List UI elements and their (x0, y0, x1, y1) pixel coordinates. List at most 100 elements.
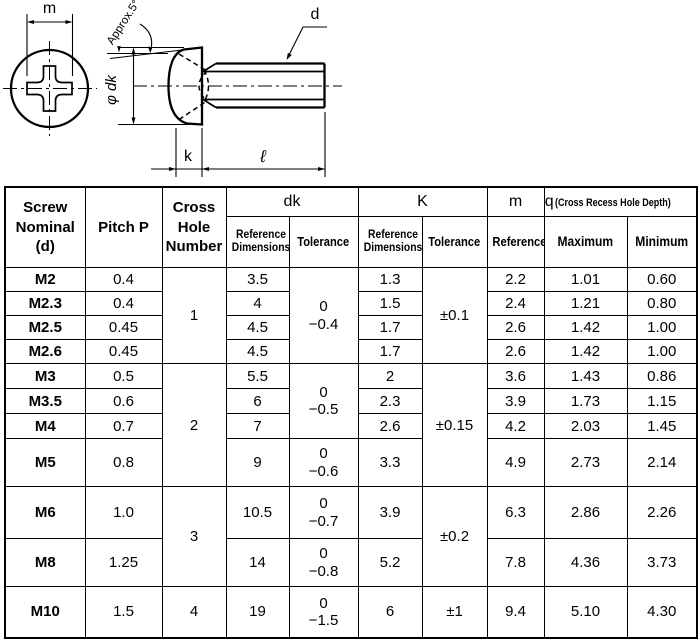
header-cross-hole-number: Cross Hole Number (161, 186, 227, 268)
table-row: M2.6 0.45 4.5 1.7 2.6 1.42 1.00 (4, 339, 698, 364)
table-row: M3 0.5 2 5.5 0 −0.5 2 ±0.15 3.6 1.43 0.86 (4, 363, 698, 487)
header-dk-group: dk (225, 186, 359, 217)
cell-screw-name: M3.5 (4, 388, 86, 414)
cell-q-minimum: 0.60 (626, 267, 698, 292)
cell-cross-hole-number: 3 (161, 486, 227, 587)
k-dimension-label: k (184, 148, 193, 165)
cell-q-maximum: 2.86 (543, 486, 628, 539)
cell-q-maximum: 1.43 (543, 363, 628, 389)
cell-dk-tolerance: 0 −0.6 (288, 438, 359, 487)
header-m-reference: Reference (486, 216, 545, 268)
table-row: M5 0.8 9 0 −0.6 3.3 4.9 2.73 2.14 (4, 438, 698, 487)
cell-m-reference: 2.2 (486, 267, 545, 292)
cell-pitch: 0.8 (84, 438, 163, 487)
header-q-group: q(Cross Recess Hole Depth) (543, 186, 698, 217)
cell-q-maximum: 4.36 (543, 538, 628, 587)
recess-hidden-lines (178, 53, 210, 121)
m-dimension-label: m (43, 0, 56, 17)
cell-pitch: 0.45 (84, 339, 163, 364)
cell-k-reference: 3.3 (357, 438, 423, 487)
cell-q-maximum: 1.21 (543, 291, 628, 316)
m-dimension: m (26, 0, 74, 76)
cell-screw-name: M2.3 (4, 291, 86, 316)
cell-q-minimum: 3.73 (626, 538, 698, 587)
cell-k-reference: 2.6 (357, 413, 423, 439)
screw-dimension-table: Screw Nominal (d) Pitch P Cross Hole Num… (4, 186, 699, 639)
cell-screw-name: M10 (4, 586, 86, 638)
phillips-recess (26, 65, 73, 112)
dk-dimension-label: φ dk (103, 74, 120, 105)
cell-screw-name: M2 (4, 267, 86, 292)
cell-pitch: 1.25 (84, 538, 163, 587)
cell-dk-tolerance: 0 −0.8 (288, 538, 359, 587)
cell-q-minimum: 4.30 (626, 586, 698, 638)
approx-angle-label: Approx.5° (105, 0, 143, 47)
cell-q-maximum: 2.03 (543, 413, 628, 439)
table-header-sub-row: Reference Dimensions Tolerance Reference D… (5, 216, 698, 268)
cell-q-minimum: 1.45 (626, 413, 698, 439)
cell-k-tolerance: ±0.15 (421, 363, 488, 487)
cell-m-reference: 2.4 (486, 291, 545, 316)
cell-screw-name: M5 (4, 438, 86, 487)
header-screw-nominal: Screw Nominal (d) (4, 186, 86, 268)
cell-k-reference: 2 (357, 363, 423, 389)
table-row: M2.3 0.4 4 1.5 2.4 1.21 0.80 (4, 291, 698, 316)
cell-k-reference: 2.3 (357, 388, 423, 414)
cell-k-reference: 5.2 (357, 538, 423, 587)
cell-dk-tolerance: 0 −0.7 (288, 486, 359, 539)
cell-q-maximum: 1.73 (543, 388, 628, 414)
screw-technical-drawing: m (3, 0, 342, 177)
table-row: M8 1.25 14 0 −0.8 5.2 7.8 4.36 3.73 (4, 538, 698, 587)
table-row: M4 0.7 7 2.6 4.2 2.03 1.45 (4, 413, 698, 439)
cell-q-minimum: 0.86 (626, 363, 698, 389)
cell-pitch: 0.7 (84, 413, 163, 439)
cell-screw-name: M6 (4, 486, 86, 539)
cell-k-reference: 1.3 (357, 267, 423, 292)
cell-screw-name: M8 (4, 538, 86, 587)
cell-dk-reference: 19 (225, 586, 290, 638)
cell-m-reference: 4.9 (486, 438, 545, 487)
cell-screw-name: M2.6 (4, 339, 86, 364)
length-dimension: ℓ (202, 112, 326, 177)
cell-q-maximum: 5.10 (543, 586, 628, 638)
cell-m-reference: 4.2 (486, 413, 545, 439)
length-dimension-label: ℓ (259, 147, 266, 166)
cell-q-minimum: 1.00 (626, 315, 698, 340)
cell-q-minimum: 0.80 (626, 291, 698, 316)
cell-pitch: 1.5 (84, 586, 163, 638)
cell-pitch: 0.5 (84, 363, 163, 389)
cell-k-reference: 1.7 (357, 339, 423, 364)
cell-pitch: 0.6 (84, 388, 163, 414)
k-dimension: k (151, 128, 203, 177)
table-body: M2 0.4 1 3.5 0 −0.4 1.3 ±0.1 2.2 1.01 0.60 M2.3 0.4 4… (4, 267, 698, 638)
header-k-reference-dimensions: Reference Dimensions (357, 216, 423, 268)
cell-screw-name: M2.5 (4, 315, 86, 340)
table-header-group-row: Screw Nominal (d) Pitch P Cross Hole Num… (4, 186, 698, 268)
cell-q-minimum: 1.00 (626, 339, 698, 364)
cell-pitch: 0.45 (84, 315, 163, 340)
table-row: M2 0.4 1 3.5 0 −0.4 1.3 ±0.1 2.2 1.01 0.60 (4, 267, 698, 364)
cell-screw-name: M4 (4, 413, 86, 439)
header-k-group: K (357, 186, 488, 217)
header-pitch: Pitch P (84, 186, 163, 268)
cell-k-reference: 1.5 (357, 291, 423, 316)
cell-dk-reference: 7 (225, 413, 290, 439)
cell-q-maximum: 1.42 (543, 339, 628, 364)
cell-dk-reference: 9 (225, 438, 290, 487)
header-dk-tolerance: Tolerance (288, 216, 359, 268)
cell-m-reference: 9.4 (486, 586, 545, 638)
cell-q-maximum: 2.73 (543, 438, 628, 487)
cell-cross-hole-number: 2 (161, 363, 227, 487)
header-dk-reference-dimensions: Reference Dimensions (225, 216, 290, 268)
cell-dk-reference: 3.5 (225, 267, 290, 292)
head-circle (9, 48, 90, 129)
table-row: M6 1.0 3 10.5 0 −0.7 3.9 ±0.2 6.3 2.86 2.26 (4, 486, 698, 587)
header-k-tolerance: Tolerance (421, 216, 488, 268)
cell-k-tolerance: ±0.2 (421, 486, 488, 587)
cell-q-maximum: 1.01 (543, 267, 628, 292)
screw-shaft (202, 62, 326, 109)
screw-side-view: φ dk Approx.5° k (103, 0, 342, 177)
cell-m-reference: 6.3 (486, 486, 545, 539)
cell-m-reference: 2.6 (486, 339, 545, 364)
